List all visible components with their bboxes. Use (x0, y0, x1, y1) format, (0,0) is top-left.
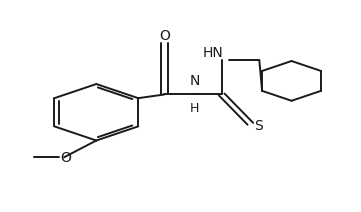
Text: HN: HN (203, 46, 223, 60)
Text: O: O (60, 151, 71, 165)
Text: N: N (190, 74, 200, 88)
Text: O: O (159, 29, 170, 43)
Text: S: S (254, 119, 262, 133)
Text: H: H (190, 102, 200, 115)
